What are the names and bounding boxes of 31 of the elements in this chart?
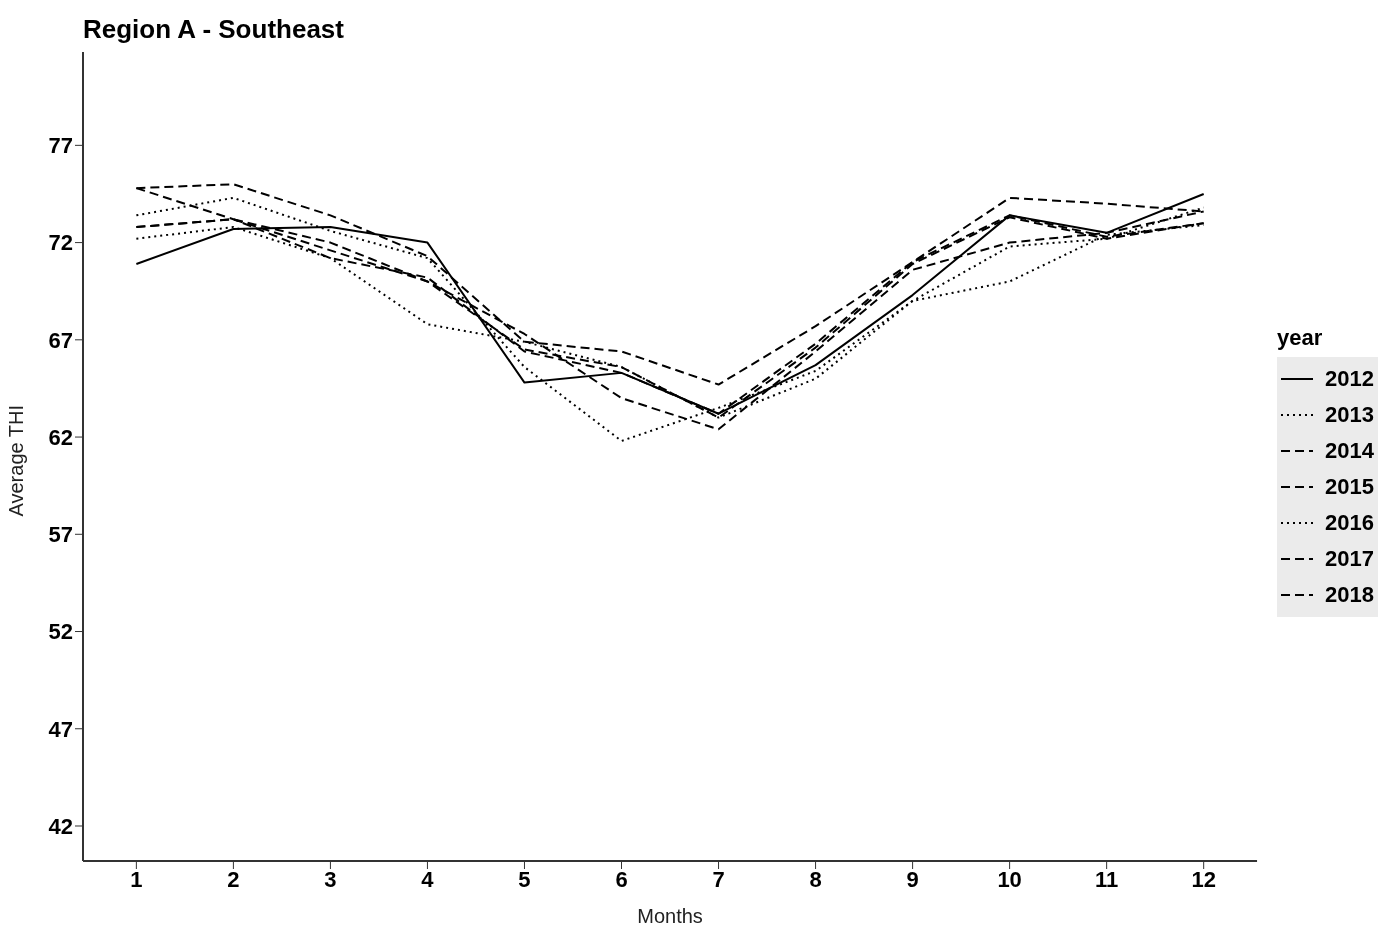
y-tick-label: 62 (48, 424, 73, 450)
x-tick-label: 1 (130, 866, 143, 892)
x-tick-label: 4 (421, 866, 435, 892)
y-tick-label: 72 (48, 230, 73, 256)
y-axis-title: Average THI (5, 404, 28, 517)
legend-label: 2013 (1325, 401, 1375, 428)
x-tick-label: 10 (997, 866, 1022, 892)
legend-label: 2015 (1325, 473, 1375, 500)
legend-label: 2017 (1325, 545, 1375, 572)
x-tick-label: 12 (1191, 866, 1216, 892)
y-tick-label: 52 (48, 619, 73, 645)
x-tick-label: 11 (1095, 866, 1119, 892)
legend-label: 2012 (1325, 365, 1375, 392)
legend-label: 2016 (1325, 509, 1375, 536)
x-axis-title: Months (637, 905, 703, 927)
x-tick-label: 7 (712, 866, 725, 892)
x-tick-label: 3 (324, 866, 337, 892)
x-tick-label: 6 (615, 866, 628, 892)
y-tick-label: 47 (48, 716, 73, 742)
x-tick-label: 5 (518, 866, 531, 892)
legend-label: 2014 (1325, 437, 1375, 464)
legend-title: year (1277, 324, 1324, 351)
legend-label: 2018 (1325, 581, 1375, 608)
y-tick-label: 57 (48, 522, 73, 548)
y-tick-label: 77 (48, 133, 73, 159)
x-tick-label: 2 (227, 866, 240, 892)
y-tick-label: 42 (48, 813, 73, 839)
x-tick-label: 9 (906, 866, 919, 892)
y-tick-label: 67 (48, 327, 73, 353)
chart-title: Region A - Southeast (83, 14, 344, 45)
x-tick-label: 8 (809, 866, 822, 892)
